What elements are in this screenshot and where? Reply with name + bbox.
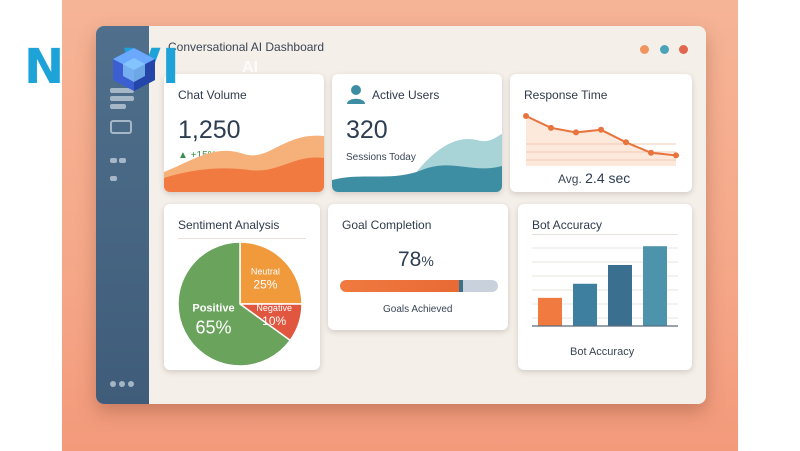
chat-volume-value: 1,250	[178, 116, 241, 144]
response-time-point	[548, 124, 554, 131]
chat-volume-card[interactable]: Chat Volume 1,250 ▲ +15%	[164, 74, 324, 192]
logo-text-left: N	[24, 39, 66, 95]
accuracy-bar-3	[608, 264, 632, 326]
accuracy-bar-1	[538, 297, 562, 326]
logo-ai-suffix: AI	[242, 59, 258, 76]
avg-label: Avg.	[558, 172, 582, 186]
response-time-point	[673, 152, 679, 159]
chat-volume-wave	[164, 135, 324, 192]
window-dot-red-icon[interactable]	[679, 45, 688, 54]
sidebar-chat-icon[interactable]	[110, 120, 134, 134]
pie-slice-positive	[177, 241, 292, 367]
response-time-point	[573, 129, 579, 136]
pie-slice-neutral	[239, 241, 303, 305]
dashboard-window: Conversational AI Dashboard Chat Volume …	[96, 26, 706, 404]
bot-accuracy-title: Bot Accuracy	[532, 218, 603, 232]
accuracy-bar-2	[573, 283, 597, 326]
pie-label-positive: Positive	[192, 303, 234, 315]
active-users-card[interactable]: Active Users 320 Sessions Today	[332, 74, 502, 192]
response-time-point	[623, 139, 629, 146]
response-time-area	[526, 116, 676, 166]
sidebar-dots-icon[interactable]	[110, 374, 137, 392]
response-time-point	[523, 113, 529, 119]
active-users-wave	[332, 134, 502, 192]
goal-completion-value: 78%	[398, 248, 434, 271]
pie-label-negative: Negative	[256, 303, 292, 313]
response-time-chart	[523, 113, 679, 166]
pie-value-positive: 65%	[195, 318, 231, 338]
active-users-title: Active Users	[372, 88, 440, 102]
sidebar-menu-icon[interactable]	[110, 88, 134, 112]
goal-progress-fill	[340, 280, 464, 292]
bot-accuracy-caption: Bot Accuracy	[570, 346, 635, 358]
window-controls	[634, 41, 688, 59]
sidebar-more-icon[interactable]	[110, 150, 134, 186]
response-time-point	[648, 149, 654, 156]
logo-cube-icon	[113, 48, 155, 91]
bot-accuracy-chart	[532, 246, 678, 327]
goal-progress-track	[340, 280, 498, 292]
window-dot-teal-icon[interactable]	[659, 45, 669, 54]
bot-accuracy-card[interactable]: Bot Accuracy Bot Accuracy	[518, 204, 692, 370]
response-time-point	[598, 126, 604, 133]
pie-label-neutral: Neutral	[251, 267, 280, 277]
pie-value-negative: 10%	[262, 314, 286, 328]
avg-value: 2.4 sec	[585, 170, 631, 186]
chat-volume-title: Chat Volume	[178, 88, 247, 102]
sentiment-title: Sentiment Analysis	[178, 218, 280, 232]
sidebar	[96, 26, 149, 404]
goal-completion-title: Goal Completion	[342, 218, 432, 232]
active-users-value: 320	[346, 116, 388, 144]
brand-logo: N VI AI	[24, 39, 258, 95]
response-time-title: Response Time	[524, 88, 608, 102]
arrow-up-icon: ▲	[178, 150, 188, 161]
response-time-card[interactable]: Response Time Avg. 2.4 sec	[510, 74, 692, 192]
goal-completion-caption: Goals Achieved	[383, 304, 453, 315]
accuracy-bar-4	[643, 246, 667, 326]
goal-completion-card[interactable]: Goal Completion 78% Goals Achieved	[328, 204, 508, 330]
window-title: Conversational AI Dashboard	[168, 40, 325, 54]
response-time-average: Avg. 2.4 sec	[558, 170, 630, 186]
sentiment-card[interactable]: Sentiment Analysis Positive 65% Neutral 25%…	[164, 204, 320, 370]
user-icon	[347, 85, 365, 104]
window-dot-orange-icon[interactable]	[640, 45, 650, 54]
active-users-caption: Sessions Today	[346, 152, 416, 163]
pie-value-neutral: 25%	[253, 278, 277, 292]
